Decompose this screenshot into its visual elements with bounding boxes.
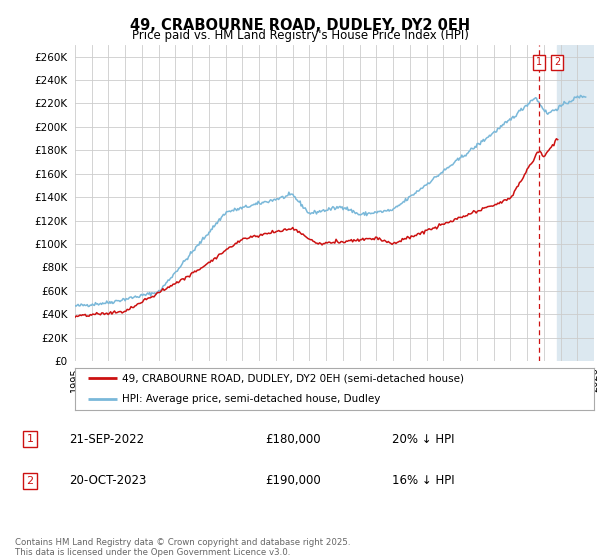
Text: 49, CRABOURNE ROAD, DUDLEY, DY2 0EH: 49, CRABOURNE ROAD, DUDLEY, DY2 0EH (130, 18, 470, 33)
Text: Contains HM Land Registry data © Crown copyright and database right 2025.
This d: Contains HM Land Registry data © Crown c… (15, 538, 350, 557)
Bar (557, 45, 600, 361)
Text: 2: 2 (26, 476, 34, 486)
Text: 1: 1 (536, 57, 542, 67)
Text: £180,000: £180,000 (265, 432, 321, 446)
Text: 1: 1 (26, 434, 34, 444)
Text: 2: 2 (554, 57, 560, 67)
Text: £190,000: £190,000 (265, 474, 321, 487)
Bar (557, 45, 600, 361)
Text: HPI: Average price, semi-detached house, Dudley: HPI: Average price, semi-detached house,… (122, 394, 380, 404)
Text: 20-OCT-2023: 20-OCT-2023 (70, 474, 147, 487)
Text: 49, CRABOURNE ROAD, DUDLEY, DY2 0EH (semi-detached house): 49, CRABOURNE ROAD, DUDLEY, DY2 0EH (sem… (122, 374, 464, 384)
Text: 16% ↓ HPI: 16% ↓ HPI (392, 474, 455, 487)
Text: 20% ↓ HPI: 20% ↓ HPI (392, 432, 455, 446)
Text: 21-SEP-2022: 21-SEP-2022 (70, 432, 145, 446)
Text: Price paid vs. HM Land Registry's House Price Index (HPI): Price paid vs. HM Land Registry's House … (131, 29, 469, 42)
